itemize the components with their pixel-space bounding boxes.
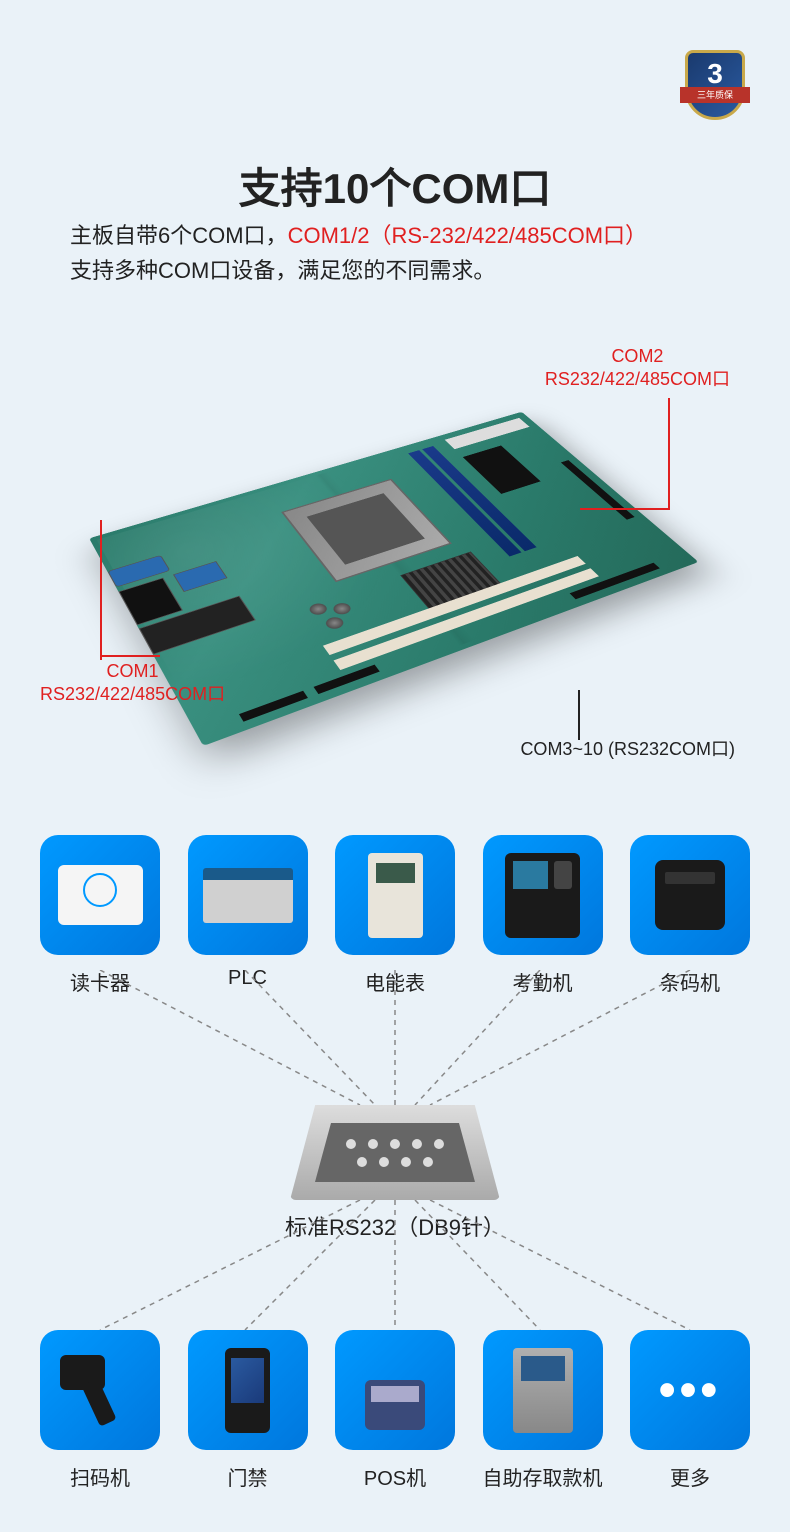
door-access-icon [188, 1330, 308, 1450]
device-more: ••• 更多 [630, 1330, 750, 1491]
barcode-printer-icon [630, 835, 750, 955]
device-attendance: 考勤机 [483, 835, 603, 996]
device-row-top: 读卡器 PLC 电能表 考勤机 条码机 [40, 835, 750, 996]
subtitle-part2: 支持多种COM口设备，满足您的不同需求。 [70, 258, 495, 283]
device-barcode: 条码机 [630, 835, 750, 996]
db9-icon [290, 1105, 500, 1200]
pos-icon [335, 1330, 455, 1450]
com1-spec: RS232/422/485COM口 [40, 683, 225, 706]
com1-name: COM1 [40, 660, 225, 683]
more-icon: ••• [630, 1330, 750, 1450]
meter-icon [335, 835, 455, 955]
callout-line [100, 520, 102, 660]
page-title: 支持10个COM口 [0, 155, 790, 216]
device-card-reader: 读卡器 [40, 835, 160, 996]
attendance-icon [483, 835, 603, 955]
device-label: 条码机 [630, 967, 750, 996]
callout-com2: COM2 RS232/422/485COM口 [545, 345, 730, 392]
card-reader-icon [40, 835, 160, 955]
callout-line [100, 655, 160, 657]
device-label: 自助存取款机 [483, 1462, 603, 1491]
device-plc: PLC [188, 835, 308, 996]
device-label: 更多 [630, 1462, 750, 1491]
device-label: POS机 [335, 1462, 455, 1491]
device-label: 扫码机 [40, 1462, 160, 1491]
device-scanner: 扫码机 [40, 1330, 160, 1491]
subtitle: 主板自带6个COM口，COM1/2（RS-232/422/485COM口） 支持… [70, 218, 720, 288]
scanner-icon [40, 1330, 160, 1450]
motherboard-figure [0, 340, 790, 780]
device-door: 门禁 [188, 1330, 308, 1491]
com2-spec: RS232/422/485COM口 [545, 368, 730, 391]
device-pos: POS机 [335, 1330, 455, 1491]
device-label: 考勤机 [483, 967, 603, 996]
badge-ribbon: 三年质保 [680, 87, 750, 103]
plc-icon [188, 835, 308, 955]
connector-label: 标准RS232（DB9针） [285, 1210, 505, 1242]
callout-line [668, 398, 670, 508]
subtitle-part1: 主板自带6个COM口， [70, 223, 288, 248]
com2-name: COM2 [545, 345, 730, 368]
callout-line [578, 690, 580, 740]
warranty-badge: 3 三年质保 [680, 50, 750, 130]
device-label: 读卡器 [40, 967, 160, 996]
device-meter: 电能表 [335, 835, 455, 996]
db9-connector: 标准RS232（DB9针） [285, 1105, 505, 1242]
subtitle-red: COM1/2（RS-232/422/485COM口） [288, 223, 647, 248]
device-label: 门禁 [188, 1462, 308, 1491]
device-atm: 自助存取款机 [483, 1330, 603, 1491]
device-row-bottom: 扫码机 门禁 POS机 自助存取款机 ••• 更多 [40, 1330, 750, 1491]
callout-com3: COM3~10 (RS232COM口) [520, 738, 735, 761]
atm-icon [483, 1330, 603, 1450]
callout-com1: COM1 RS232/422/485COM口 [40, 660, 225, 707]
device-label: PLC [188, 967, 308, 990]
device-label: 电能表 [335, 967, 455, 996]
callout-line [580, 508, 670, 510]
